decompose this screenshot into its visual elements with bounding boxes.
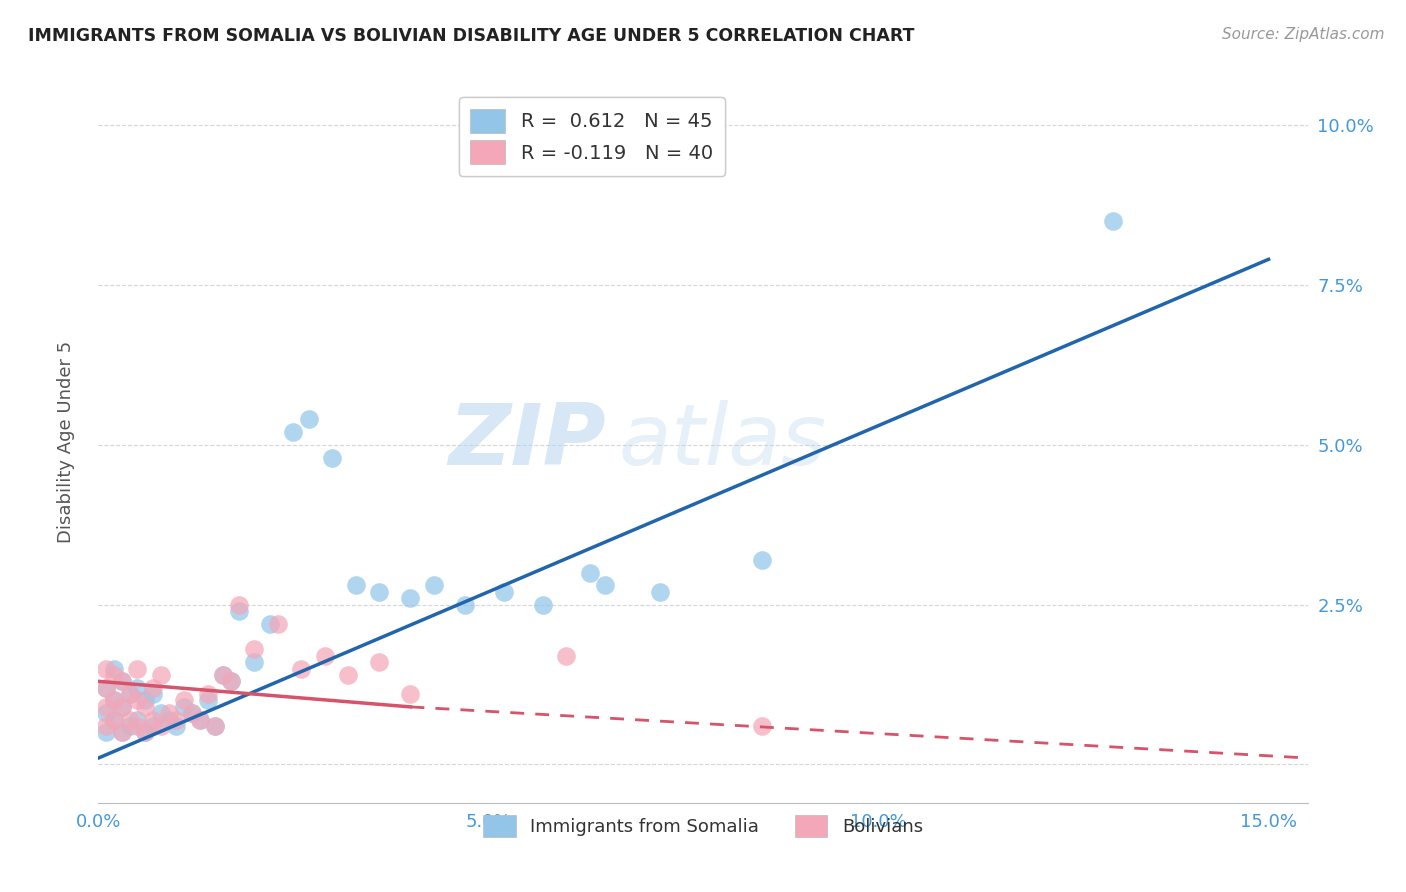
Point: [197, 693, 219, 707]
Point: [134, 725, 156, 739]
Point: [648, 584, 671, 599]
Point: [531, 598, 554, 612]
Point: [111, 699, 134, 714]
Point: [134, 693, 156, 707]
Point: [243, 642, 266, 657]
Point: [103, 661, 125, 675]
Point: [219, 674, 242, 689]
Point: [321, 450, 343, 465]
Point: [111, 725, 134, 739]
Point: [103, 668, 125, 682]
Point: [228, 604, 250, 618]
Point: [243, 655, 266, 669]
Point: [165, 719, 187, 733]
Point: [134, 699, 156, 714]
Point: [127, 693, 149, 707]
Point: [204, 719, 226, 733]
Point: [595, 578, 617, 592]
Point: [96, 719, 118, 733]
Point: [96, 725, 118, 739]
Legend: Immigrants from Somalia, Bolivians: Immigrants from Somalia, Bolivians: [472, 805, 934, 848]
Point: [212, 668, 235, 682]
Point: [188, 713, 211, 727]
Y-axis label: Disability Age Under 5: Disability Age Under 5: [56, 341, 75, 542]
Point: [142, 719, 165, 733]
Text: IMMIGRANTS FROM SOMALIA VS BOLIVIAN DISABILITY AGE UNDER 5 CORRELATION CHART: IMMIGRANTS FROM SOMALIA VS BOLIVIAN DISA…: [28, 27, 915, 45]
Point: [103, 693, 125, 707]
Point: [173, 693, 195, 707]
Point: [111, 725, 134, 739]
Point: [111, 699, 134, 714]
Point: [219, 674, 242, 689]
Point: [118, 687, 141, 701]
Text: atlas: atlas: [619, 400, 827, 483]
Point: [337, 668, 360, 682]
Point: [96, 681, 118, 695]
Point: [118, 687, 141, 701]
Point: [399, 687, 422, 701]
Point: [204, 719, 226, 733]
Point: [111, 674, 134, 689]
Point: [454, 598, 477, 612]
Point: [212, 668, 235, 682]
Point: [368, 655, 391, 669]
Point: [142, 681, 165, 695]
Point: [181, 706, 204, 721]
Point: [103, 713, 125, 727]
Point: [181, 706, 204, 721]
Point: [423, 578, 446, 592]
Point: [165, 713, 187, 727]
Point: [142, 713, 165, 727]
Point: [118, 719, 141, 733]
Point: [494, 584, 516, 599]
Point: [118, 713, 141, 727]
Point: [157, 706, 180, 721]
Point: [298, 412, 321, 426]
Text: Source: ZipAtlas.com: Source: ZipAtlas.com: [1222, 27, 1385, 42]
Point: [111, 674, 134, 689]
Point: [134, 725, 156, 739]
Point: [103, 713, 125, 727]
Point: [96, 661, 118, 675]
Point: [344, 578, 367, 592]
Point: [188, 713, 211, 727]
Point: [267, 616, 290, 631]
Point: [751, 553, 773, 567]
Point: [96, 706, 118, 721]
Point: [751, 719, 773, 733]
Point: [259, 616, 281, 631]
Point: [290, 661, 312, 675]
Point: [157, 713, 180, 727]
Point: [103, 693, 125, 707]
Point: [399, 591, 422, 606]
Point: [149, 719, 172, 733]
Point: [96, 681, 118, 695]
Point: [127, 681, 149, 695]
Point: [579, 566, 602, 580]
Point: [149, 668, 172, 682]
Point: [173, 699, 195, 714]
Point: [314, 648, 336, 663]
Point: [197, 687, 219, 701]
Point: [1101, 214, 1123, 228]
Point: [127, 713, 149, 727]
Point: [127, 661, 149, 675]
Text: ZIP: ZIP: [449, 400, 606, 483]
Point: [283, 425, 305, 439]
Point: [149, 706, 172, 721]
Point: [228, 598, 250, 612]
Point: [555, 648, 578, 663]
Point: [142, 687, 165, 701]
Point: [127, 719, 149, 733]
Point: [96, 699, 118, 714]
Point: [368, 584, 391, 599]
